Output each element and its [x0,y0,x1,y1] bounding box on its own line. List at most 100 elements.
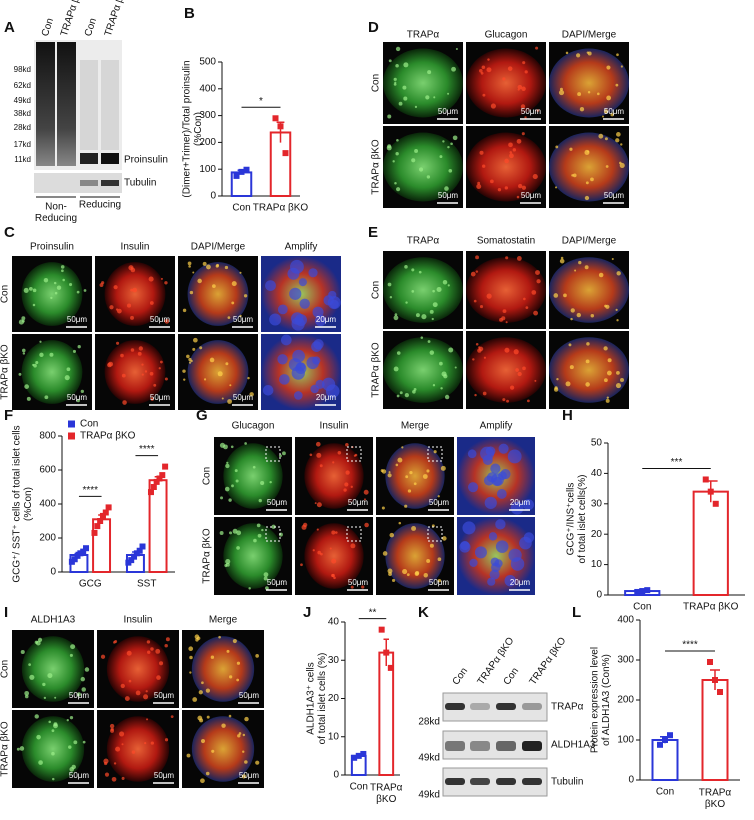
y-tick-label: 10 [328,731,340,742]
cell-dot [239,271,242,274]
y-tick-label: 30 [591,498,603,509]
cell-dot [479,305,484,309]
cell-dot [395,63,399,68]
cell-dot [76,399,80,403]
cell-dot [293,391,303,400]
blot-lane [36,42,55,166]
cell-dot [423,573,428,578]
micrograph-signal [549,257,629,323]
cell-dot [115,746,121,752]
cell-dot [559,258,565,264]
column-header: Merge [401,421,430,432]
column-header: Glucagon [485,30,528,41]
x-tick-label: TRAPα βKO [253,203,309,214]
cell-dot [450,142,453,146]
cell-dot [70,644,76,650]
cell-dot [238,732,242,735]
cell-dot [531,290,537,295]
cell-dot [579,107,585,112]
significance-label: * [259,96,263,107]
band-label: TRAPα [551,702,584,713]
cell-dot [392,160,395,163]
cell-dot [578,260,582,265]
cell-dot [271,524,276,529]
micrograph-signal [223,443,283,509]
cell-dot [188,646,194,652]
cell-dot [202,261,207,266]
cell-dot [235,479,239,483]
cell-dot [155,648,161,654]
cell-dot [230,445,234,449]
cell-dot [526,399,530,403]
scale-bar-label: 50μm [67,315,88,324]
cell-dot [277,304,288,315]
y-tick-label: 600 [39,465,56,476]
data-point [162,463,169,470]
y-tick-label: 100 [199,164,216,175]
cell-dot [19,746,25,751]
cell-dot [200,738,206,744]
bar [692,490,729,597]
cell-dot [459,541,471,553]
cell-dot [32,303,36,307]
micrograph-signal [549,132,629,202]
cell-dot [131,750,136,754]
blot-lane [80,60,98,150]
cell-dot [585,359,590,364]
cell-dot [217,371,223,377]
cell-dot [401,446,404,449]
data-point [80,548,87,555]
micrograph-signal [383,337,463,403]
cell-dot [231,301,235,305]
cell-dot [221,723,226,728]
data-point [159,472,166,479]
cell-dot [502,398,506,402]
cell-dot [24,694,29,699]
cell-dot [553,293,559,298]
blot-band [496,703,516,710]
cell-dot [47,673,53,679]
cell-dot [39,340,42,343]
cell-dot [405,475,409,479]
cell-dot [42,682,46,687]
cell-dot [343,488,347,492]
cell-dot [141,363,144,366]
blot [34,173,122,193]
cell-dot [164,643,168,648]
cell-dot [515,368,519,372]
cell-dot [447,284,450,287]
cell-dot [505,321,508,324]
cell-dot [398,101,403,106]
column-header: TRAPα [407,236,440,247]
cell-dot [76,692,81,697]
cell-dot [236,546,240,550]
blot-band [522,703,542,710]
y-tick-label: 20 [328,693,340,704]
data-point [150,484,157,490]
cell-dot [481,65,486,70]
cell-dot [147,650,151,654]
significance-label: **** [139,444,155,455]
row-label: Con [0,285,11,303]
mw-marker: 62kd [14,81,31,90]
cell-dot [144,370,148,373]
cell-dot [223,444,228,450]
cell-dot [508,142,513,148]
cell-dot [150,647,154,651]
blot-band [470,741,490,751]
cell-dot [36,734,41,740]
cell-dot [587,150,590,153]
cell-dot [225,562,230,567]
zoom-box [265,446,281,462]
cell-dot [231,281,237,287]
cell-dot [160,360,163,364]
column-header: DAPI/Merge [562,30,617,41]
cell-dot [120,683,125,689]
data-point [128,557,135,564]
cell-dot [219,531,224,535]
cell-dot [584,265,589,270]
cell-dot [337,450,342,455]
row-label: TRAPα βKO [0,721,11,777]
cell-dot [504,186,509,190]
